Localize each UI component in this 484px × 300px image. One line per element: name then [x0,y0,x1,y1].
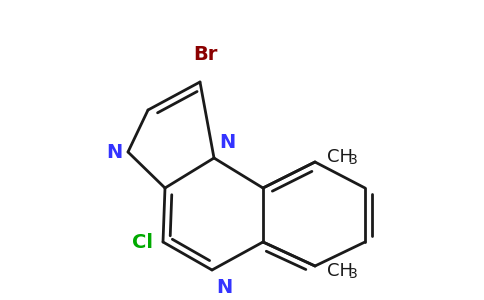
Text: Cl: Cl [132,232,153,251]
Text: 3: 3 [349,153,358,167]
Text: CH: CH [327,262,353,280]
Text: N: N [216,278,232,297]
Text: N: N [219,133,235,152]
Text: 3: 3 [349,267,358,281]
Text: Br: Br [193,45,217,64]
Text: CH: CH [327,148,353,166]
Text: N: N [106,142,122,161]
